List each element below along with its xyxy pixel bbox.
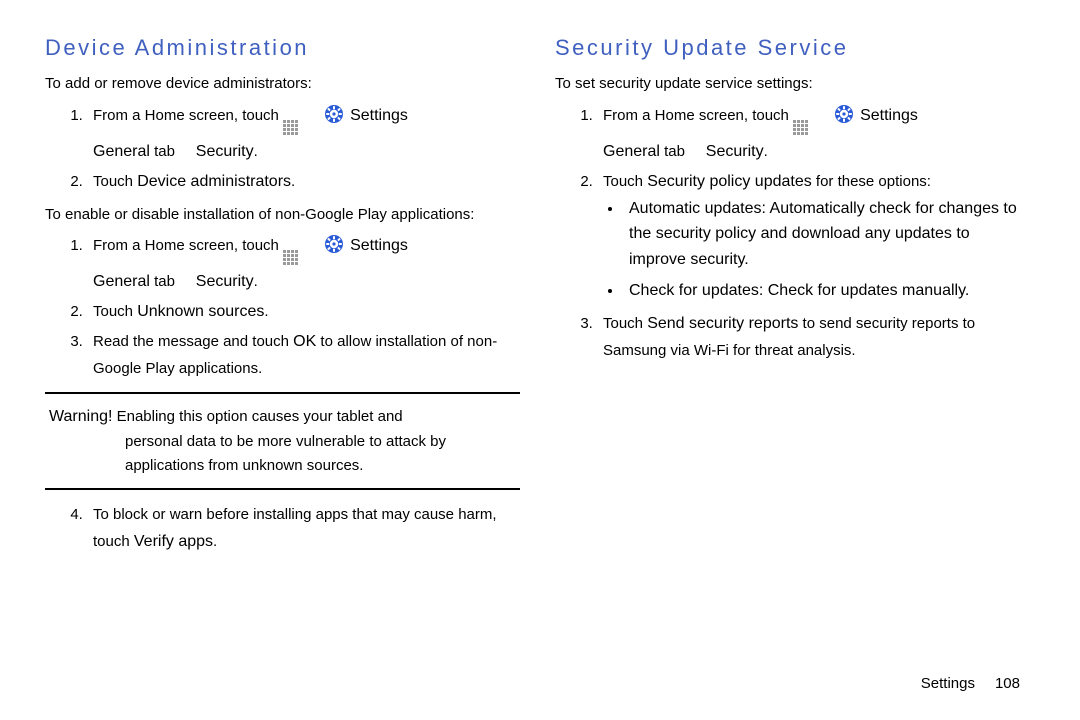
bullet-auto-updates: Automatic updates: Automatically check f… bbox=[623, 196, 1030, 273]
send-reports-label: Send security reports bbox=[647, 315, 798, 332]
tab-word: tab bbox=[660, 143, 685, 160]
settings-gear-icon bbox=[324, 104, 344, 124]
manual-page: Device Administration To add or remove d… bbox=[0, 0, 1080, 720]
warning-label: Warning! bbox=[49, 408, 112, 425]
general-label: General bbox=[93, 143, 150, 160]
heading-device-admin: Device Administration bbox=[45, 35, 520, 61]
security-label: Security bbox=[196, 273, 254, 290]
steps-add-remove: From a Home screen, touch bbox=[45, 102, 520, 196]
tab-word: tab bbox=[150, 273, 175, 290]
period: . bbox=[264, 303, 268, 320]
settings-gear-icon bbox=[324, 234, 344, 254]
step-text-tail: for these options: bbox=[812, 173, 931, 190]
warning-box: Warning! Enabling this option causes you… bbox=[45, 392, 520, 490]
period: . bbox=[254, 273, 258, 290]
step-2-device-admins: Touch Device administrators. bbox=[87, 168, 520, 196]
step-1-home-settings-c: From a Home screen, touch bbox=[597, 102, 1030, 166]
policy-options-list: Automatic updates: Automatically check f… bbox=[603, 196, 1030, 304]
warning-body: personal data to be more vulnerable to a… bbox=[49, 430, 516, 478]
step-4-verify-apps: To block or warn before installing apps … bbox=[87, 502, 520, 556]
security-label: Security bbox=[196, 143, 254, 160]
general-label: General bbox=[93, 273, 150, 290]
page-footer: Settings 108 bbox=[921, 675, 1020, 692]
settings-label: Settings bbox=[350, 237, 408, 254]
period: . bbox=[254, 143, 258, 160]
check-updates-label: Check for updates bbox=[629, 282, 759, 299]
step-text: Touch bbox=[93, 173, 137, 190]
step-text: Touch bbox=[603, 173, 647, 190]
intro-unknown-sources: To enable or disable installation of non… bbox=[45, 204, 520, 227]
step-2-security-policy-updates: Touch Security policy updates for these … bbox=[597, 168, 1030, 304]
step-text: From a Home screen, touch bbox=[93, 237, 283, 254]
step-text: Touch bbox=[603, 315, 647, 332]
general-label: General bbox=[603, 143, 660, 160]
right-column: Security Update Service To set security … bbox=[540, 35, 1035, 700]
intro-add-remove: To add or remove device administrators: bbox=[45, 73, 520, 96]
settings-label: Settings bbox=[860, 107, 918, 124]
step-text: Read the message and touch bbox=[93, 333, 293, 350]
device-admins-label: Device administrators bbox=[137, 173, 291, 190]
steps-security-update: From a Home screen, touch bbox=[555, 102, 1030, 365]
settings-gear-icon bbox=[834, 104, 854, 124]
footer-page-number: 108 bbox=[995, 675, 1020, 692]
footer-section: Settings bbox=[921, 675, 975, 692]
step-text: From a Home screen, touch bbox=[603, 107, 793, 124]
left-column: Device Administration To add or remove d… bbox=[45, 35, 540, 700]
step-3-send-reports: Touch Send security reports to send secu… bbox=[597, 310, 1030, 364]
step-2-unknown-sources: Touch Unknown sources. bbox=[87, 298, 520, 326]
step-text: From a Home screen, touch bbox=[93, 107, 283, 124]
heading-security-update: Security Update Service bbox=[555, 35, 1030, 61]
apps-grid-icon bbox=[793, 120, 811, 138]
warning-first-line: Enabling this option causes your tablet … bbox=[112, 408, 402, 425]
security-label: Security bbox=[706, 143, 764, 160]
tab-word: tab bbox=[150, 143, 175, 160]
security-policy-updates-label: Security policy updates bbox=[647, 173, 812, 190]
verify-apps-label: Verify apps bbox=[134, 533, 213, 550]
period: . bbox=[291, 173, 295, 190]
period: . bbox=[213, 533, 217, 550]
bullet-check-updates: Check for updates: Check for updates man… bbox=[623, 278, 1030, 304]
step-3-read-ok: Read the message and touch OK to allow i… bbox=[87, 328, 520, 382]
auto-updates-label: Automatic updates bbox=[629, 200, 762, 217]
apps-grid-icon bbox=[283, 250, 301, 268]
apps-grid-icon bbox=[283, 120, 301, 138]
step-1-home-settings-b: From a Home screen, touch bbox=[87, 232, 520, 296]
check-updates-rest: : Check for updates manually. bbox=[759, 282, 969, 299]
intro-security-update: To set security update service settings: bbox=[555, 73, 1030, 96]
step-1-home-settings: From a Home screen, touch bbox=[87, 102, 520, 166]
steps-verify-apps: To block or warn before installing apps … bbox=[45, 502, 520, 556]
unknown-sources-label: Unknown sources bbox=[137, 303, 264, 320]
step-text: Touch bbox=[93, 303, 137, 320]
ok-label: OK bbox=[293, 333, 316, 350]
steps-unknown-sources: From a Home screen, touch bbox=[45, 232, 520, 382]
settings-label: Settings bbox=[350, 107, 408, 124]
period: . bbox=[764, 143, 768, 160]
